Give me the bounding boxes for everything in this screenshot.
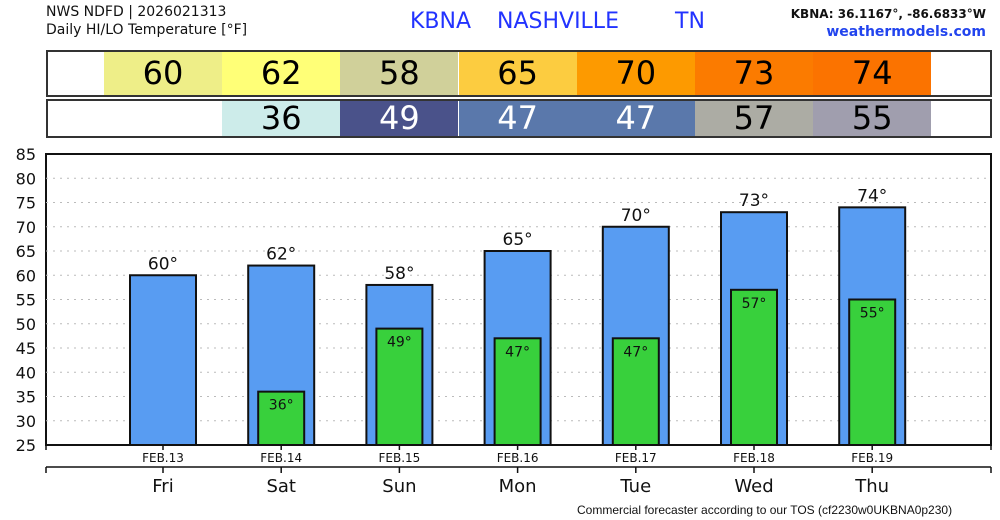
high-bar-label: 73° bbox=[739, 191, 769, 211]
low-temp-cell: 47 bbox=[458, 101, 577, 136]
chart-subtitle: Daily HI/LO Temperature [°F] bbox=[46, 22, 248, 38]
high-temp-cell: 60 bbox=[104, 52, 222, 95]
date-label: FEB.15 bbox=[378, 451, 420, 465]
product-title: NWS NDFD | 2026021313 bbox=[46, 4, 227, 20]
high-bar-label: 70° bbox=[621, 206, 651, 226]
high-bar-label: 62° bbox=[266, 245, 296, 265]
low-bar-label: 49° bbox=[387, 335, 412, 351]
y-tick-label: 80 bbox=[16, 169, 36, 188]
day-label: Tue bbox=[619, 476, 651, 497]
y-tick-label: 85 bbox=[16, 145, 36, 164]
low-bar-label: 55° bbox=[860, 306, 885, 322]
date-label: FEB.14 bbox=[260, 451, 302, 465]
day-label: Mon bbox=[499, 476, 537, 497]
high-bar-label: 65° bbox=[503, 230, 533, 250]
day-label: Fri bbox=[152, 476, 173, 497]
high-temp-cell: 65 bbox=[458, 52, 577, 95]
low-bar-label: 47° bbox=[623, 344, 648, 360]
y-tick-label: 65 bbox=[16, 242, 36, 261]
low-bar bbox=[730, 288, 778, 446]
day-label: Thu bbox=[854, 476, 889, 497]
y-tick-label: 70 bbox=[16, 218, 36, 237]
low-bar-label: 47° bbox=[505, 344, 530, 360]
high-bar-label: 60° bbox=[148, 254, 178, 274]
low-temp-cell: 49 bbox=[340, 101, 459, 136]
date-label: FEB.19 bbox=[851, 451, 893, 465]
high-temp-cell: 74 bbox=[813, 52, 932, 95]
y-tick-label: 40 bbox=[16, 363, 36, 382]
high-temp-cell: 70 bbox=[576, 52, 695, 95]
low-temp-row: 36 49 47 47 57 55 bbox=[46, 99, 992, 138]
y-tick-label: 55 bbox=[16, 291, 36, 310]
day-label: Sat bbox=[266, 476, 296, 497]
y-tick-label: 60 bbox=[16, 266, 36, 285]
low-bar bbox=[375, 327, 424, 447]
station-id: KBNA bbox=[410, 9, 472, 34]
high-bar-label: 74° bbox=[857, 186, 887, 206]
high-temp-row: 60 62 58 65 70 73 74 bbox=[46, 50, 992, 97]
low-temp-cell: 47 bbox=[576, 101, 695, 136]
low-temp-cell bbox=[104, 101, 222, 136]
coordinates: KBNA: 36.1167°, -86.6833°W bbox=[790, 7, 986, 21]
high-temp-cell: 58 bbox=[340, 52, 459, 95]
date-label: FEB.18 bbox=[733, 451, 775, 465]
low-bar bbox=[257, 390, 306, 446]
low-bar bbox=[493, 337, 542, 446]
site-link[interactable]: weathermodels.com bbox=[826, 24, 986, 40]
date-label: FEB.16 bbox=[497, 451, 539, 465]
footer-note: Commercial forecaster according to our T… bbox=[577, 503, 953, 517]
high-bar-label: 58° bbox=[384, 264, 414, 284]
city-name: NASHVILLE bbox=[497, 9, 619, 34]
state-name: TN bbox=[675, 9, 705, 34]
day-label: Wed bbox=[734, 476, 773, 497]
y-tick-label: 30 bbox=[16, 412, 36, 431]
low-bar-label: 36° bbox=[269, 398, 294, 414]
day-label: Sun bbox=[382, 476, 416, 497]
low-bar bbox=[611, 337, 660, 446]
high-temp-cell: 73 bbox=[695, 52, 813, 95]
y-tick-label: 45 bbox=[16, 339, 36, 358]
date-label: FEB.17 bbox=[615, 451, 657, 465]
y-tick-label: 50 bbox=[16, 315, 36, 334]
y-tick-label: 75 bbox=[16, 194, 36, 213]
low-bar-label: 57° bbox=[742, 296, 767, 312]
date-label: FEB.13 bbox=[142, 451, 184, 465]
high-temp-cell: 62 bbox=[222, 52, 341, 95]
low-temp-cell: 55 bbox=[813, 101, 932, 136]
low-temp-cell: 57 bbox=[695, 101, 813, 136]
high-bar bbox=[129, 274, 197, 446]
y-tick-label: 35 bbox=[16, 388, 36, 407]
y-tick-label: 25 bbox=[16, 436, 36, 455]
low-temp-cell: 36 bbox=[222, 101, 341, 136]
